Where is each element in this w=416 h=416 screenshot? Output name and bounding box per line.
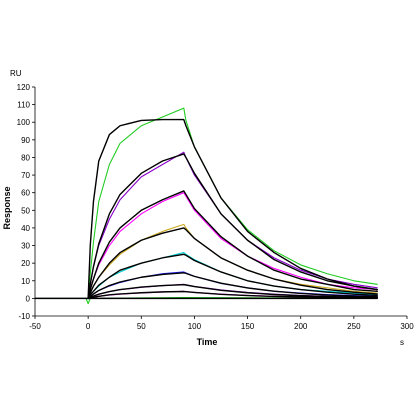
- y-tick-label: 40: [21, 224, 30, 233]
- fit-curve: [87, 227, 378, 300]
- x-axis-title: Time: [197, 337, 218, 347]
- y-tick-label: -10: [18, 312, 30, 321]
- y-tick-label: 0: [26, 294, 31, 303]
- x-tick-label: 150: [241, 322, 255, 331]
- y-tick-label: 70: [21, 171, 30, 180]
- y-tick-label: 20: [21, 259, 30, 268]
- y-tick-label: 120: [17, 83, 31, 92]
- fit-curve: [87, 272, 378, 300]
- x-tick-label: -50: [29, 322, 41, 331]
- x-tick-label: 50: [137, 322, 146, 331]
- x-tick-label: 0: [86, 322, 91, 331]
- x-tick-label: 250: [347, 322, 361, 331]
- x-tick-label: 100: [188, 322, 202, 331]
- y-tick-label: 90: [21, 136, 30, 145]
- y-tick-label: 110: [17, 101, 30, 110]
- x-unit-label: s: [400, 338, 404, 347]
- y-tick-label: 60: [21, 189, 30, 198]
- y-axis-title: Response: [2, 186, 12, 229]
- fit-curve: [87, 153, 378, 300]
- axes-layer: -50 0 50 100 150 200 250 300 -10 0 10 20 30 40 50 60 70 8…: [17, 83, 415, 331]
- y-tick-label: 80: [21, 153, 30, 162]
- response-curve: [87, 107, 378, 299]
- fit-curve: [87, 118, 378, 300]
- curves-layer: [34, 107, 378, 305]
- x-tick-label: 200: [294, 322, 308, 331]
- fit-curve: [87, 253, 378, 300]
- y-tick-label: 30: [21, 242, 30, 251]
- y-tick-label: 10: [21, 277, 30, 286]
- y-tick-label: 50: [21, 206, 30, 215]
- x-tick-label: 300: [400, 322, 414, 331]
- y-unit-label: RU: [10, 69, 22, 78]
- fit-curve: [87, 283, 378, 300]
- y-tick-label: 100: [17, 118, 31, 127]
- response-curve: [87, 223, 378, 299]
- fit-curve: [87, 190, 378, 300]
- fit-curve: [87, 290, 378, 300]
